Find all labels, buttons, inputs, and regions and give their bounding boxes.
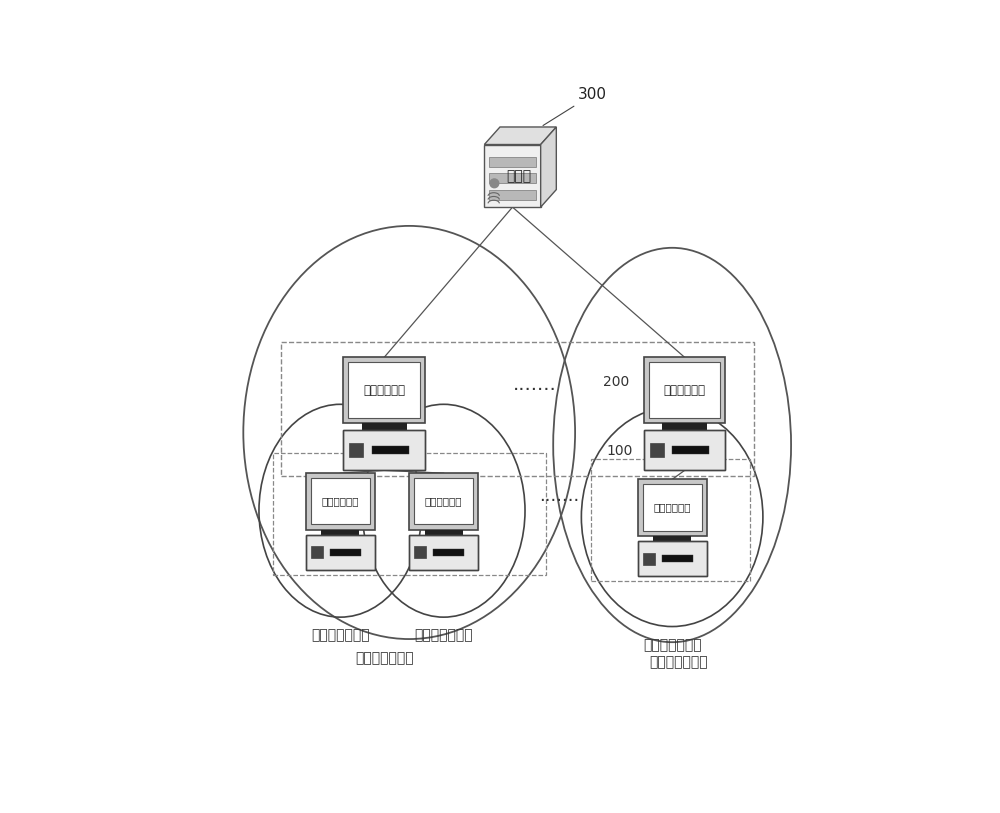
Bar (644, 429, 725, 471)
Bar (662, 554, 693, 563)
Bar (489, 189, 536, 200)
Bar (273, 453, 546, 575)
Bar (409, 535, 478, 570)
Text: 第一级客户端: 第一级客户端 (322, 496, 359, 506)
Bar (643, 553, 655, 565)
Bar (330, 549, 361, 556)
Bar (349, 443, 363, 457)
Bar (643, 485, 702, 531)
Polygon shape (484, 127, 556, 145)
Bar (362, 423, 407, 429)
Bar (306, 473, 375, 529)
Text: 第一级行政区划: 第一级行政区划 (311, 628, 370, 642)
Text: ·······: ······· (513, 380, 556, 400)
Polygon shape (541, 127, 556, 207)
Bar (348, 363, 420, 418)
Bar (662, 423, 707, 429)
Bar (343, 429, 425, 471)
Text: 第一级客户端: 第一级客户端 (425, 496, 462, 506)
Text: ·······: ······· (539, 493, 580, 511)
Bar (409, 535, 478, 570)
Text: 服务器: 服务器 (506, 169, 531, 183)
Bar (321, 529, 359, 535)
Text: 第一级行政区划: 第一级行政区划 (643, 638, 701, 652)
Text: 第一级行政区划: 第一级行政区划 (414, 628, 473, 642)
Bar (591, 459, 750, 580)
Bar (306, 535, 375, 570)
Bar (653, 536, 691, 541)
Bar (311, 478, 370, 524)
Text: 第二级行政区划: 第二级行政区划 (355, 651, 413, 666)
Bar (414, 546, 426, 559)
Text: 第一级客户端: 第一级客户端 (653, 502, 691, 513)
Bar (306, 535, 375, 570)
Text: 200: 200 (603, 376, 630, 389)
Bar (484, 145, 541, 207)
Bar (644, 358, 725, 423)
Bar (649, 363, 720, 418)
Text: 第二级客户端: 第二级客户端 (363, 384, 405, 397)
Text: 第二级客户端: 第二级客户端 (664, 384, 706, 397)
Bar (638, 541, 707, 576)
Text: 100: 100 (606, 444, 633, 459)
Bar (343, 358, 425, 423)
Bar (638, 480, 707, 536)
Circle shape (490, 179, 499, 188)
Bar (489, 157, 536, 167)
Bar (425, 529, 463, 535)
Bar (414, 478, 473, 524)
Bar (343, 429, 425, 471)
Bar (672, 446, 709, 454)
Bar (638, 541, 707, 576)
Bar (372, 446, 409, 454)
Text: 300: 300 (543, 87, 607, 125)
Bar (644, 429, 725, 471)
Bar (311, 546, 323, 559)
Bar (281, 341, 754, 476)
Bar (409, 473, 478, 529)
Bar (489, 173, 536, 183)
Text: 第二级行政区划: 第二级行政区划 (649, 654, 708, 669)
Bar (650, 443, 664, 457)
Bar (433, 549, 464, 556)
